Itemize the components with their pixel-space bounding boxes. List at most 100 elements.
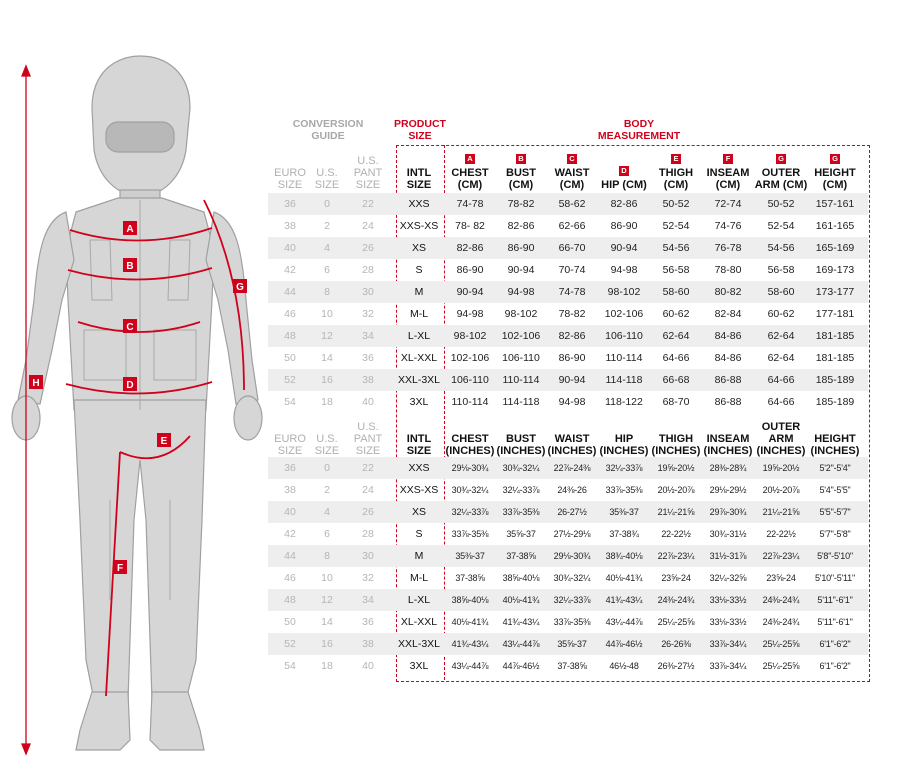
measurement-cell: 177-181 <box>815 308 855 320</box>
measurement-cell: 40⅛-41¾ <box>451 617 489 627</box>
measurement-cell: 23⅝-24 <box>766 573 796 583</box>
measurement-cell: 82-84 <box>714 308 742 320</box>
measurement-cell: 5'2"-5'4" <box>819 463 851 473</box>
measurement-cell: 78-82 <box>507 198 535 210</box>
conversion-cell: 22 <box>362 198 374 210</box>
intl-size-cell: S <box>415 528 423 540</box>
thigh-line <box>119 435 191 460</box>
measurement-cell: 98-102 <box>453 330 487 342</box>
measurement-cell: 80-82 <box>714 286 742 298</box>
conversion-cell: 36 <box>284 198 296 210</box>
measurement-cell: 26⅜-27½ <box>657 661 695 671</box>
measurement-cell: 94-98 <box>558 396 586 408</box>
measure-header: CHEST (CM) <box>451 167 489 191</box>
measurement-cell: 90-94 <box>456 286 484 298</box>
measurement-cell: 106-110 <box>451 374 489 386</box>
measurement-cell: 24⅜-24¾ <box>657 595 695 605</box>
measurement-cell: 40⅛-41¾ <box>502 595 540 605</box>
left-boot <box>75 691 131 751</box>
measurement-cell: 38¾-40⅛ <box>605 551 643 561</box>
measure-header-cell: C WAIST (CM) <box>546 152 598 191</box>
measurement-cell: 6'1"-6'2" <box>819 661 851 671</box>
height-arrow <box>21 64 31 756</box>
measurement-cell: 31½-31⅞ <box>709 551 747 561</box>
table-row: 48 12 34 L-XL 98-102 102-106 82-86 106-110 62-64… <box>268 325 868 347</box>
measurement-cell: 62-64 <box>767 330 795 342</box>
conversion-cell: 30 <box>362 550 374 562</box>
conversion-cell: 52 <box>284 374 296 386</box>
measure-letter-badge: E <box>671 154 681 164</box>
measurement-cell: 38⅝-40⅛ <box>451 595 489 605</box>
measurement-cell: 19⅝-20½ <box>762 463 800 473</box>
measurement-cell: 78- 82 <box>455 220 485 232</box>
measurement-cell: 30¾-32¼ <box>553 573 591 583</box>
conversion-cell: 8 <box>324 286 330 298</box>
table-row: 42 6 28 S 86-90 90-94 70-74 94-98 56-58 78-80 56-5… <box>268 259 868 281</box>
conversion-cell: 54 <box>284 660 296 672</box>
measurement-cell: 19⅝-20½ <box>657 463 695 473</box>
measurement-cell: 43¼-44⅞ <box>605 617 643 627</box>
conversion-cell: 38 <box>284 484 296 496</box>
table-row: 36 0 22 XXS 74-78 78-82 58-62 82-86 50-52 72-74 50… <box>268 193 868 215</box>
conversion-cell: 48 <box>284 330 296 342</box>
conversion-cell: 8 <box>324 550 330 562</box>
measure-header: WAIST (CM) <box>554 167 590 191</box>
measure-header: OUTER ARM (INCHES) <box>756 421 806 457</box>
conversion-cell: 52 <box>284 638 296 650</box>
measurement-cell: 64-66 <box>662 352 690 364</box>
right-boot <box>149 691 205 751</box>
measurement-cell: 118-122 <box>605 396 643 408</box>
conversion-cell: 10 <box>321 572 333 584</box>
conversion-cell: 6 <box>324 528 330 540</box>
conversion-cell: 44 <box>284 286 296 298</box>
conversion-cell: 2 <box>324 484 330 496</box>
measurement-cell: 86-90 <box>456 264 484 276</box>
measure-header-cell: E THIGH (CM) <box>650 152 702 191</box>
measure-header: THIGH (INCHES) <box>651 433 701 457</box>
intl-size-cell: XXS <box>408 462 430 474</box>
measurement-cell: 37-38⅝ <box>506 551 536 561</box>
fig-label-e: E <box>161 436 168 447</box>
conversion-header: U.S. PANT SIZE <box>353 421 383 457</box>
measure-header: INSEAM (CM) <box>706 167 750 191</box>
measurement-cell: 62-64 <box>662 330 690 342</box>
measurement-cell: 66-70 <box>558 242 586 254</box>
measure-letter-badge: B <box>516 154 526 164</box>
measurement-cell: 30¾-32¼ <box>502 463 540 473</box>
measurement-cell: 165-169 <box>815 242 855 254</box>
conversion-header: EURO SIZE <box>274 167 306 191</box>
measure-header: INSEAM (INCHES) <box>703 433 753 457</box>
measurement-cell: 58-60 <box>767 286 795 298</box>
table-row: 40 4 26 XS 82-86 86-90 66-70 90-94 54-56 76-78 54-… <box>268 237 868 259</box>
measurement-cell: 90-94 <box>558 374 586 386</box>
intl-size-header: INTL SIZE <box>406 433 432 457</box>
conversion-cell: 4 <box>324 506 330 518</box>
measure-header: HIP (INCHES) <box>599 433 649 457</box>
measurement-cell: 37-38⅝ <box>455 573 485 583</box>
measurement-cell: 32¼-32⅝ <box>709 573 747 583</box>
measurement-cell: 5'4"-5'5" <box>819 485 851 495</box>
measurement-cell: 25¼-25⅝ <box>762 661 800 671</box>
measurement-cell: 21¼-21⅝ <box>762 507 800 517</box>
conversion-cell: 18 <box>321 396 333 408</box>
conversion-cell: 36 <box>362 616 374 628</box>
measurement-cell: 106-110 <box>502 352 540 364</box>
conversion-cell: 30 <box>362 286 374 298</box>
table-row: 54 18 40 3XL 110-114 114-118 94-98 118-122 68-70… <box>268 391 868 413</box>
measurement-cell: 22⅞-24⅜ <box>553 463 591 473</box>
conversion-cell: 54 <box>284 396 296 408</box>
measurement-cell: 44⅞-46½ <box>605 639 643 649</box>
measurement-cell: 56-58 <box>662 264 690 276</box>
measurement-cell: 33⅞-34¼ <box>709 639 747 649</box>
table-row: 46 10 32 M-L 94-98 98-102 78-82 102-106 60-62 82-… <box>268 303 868 325</box>
measurement-cell: 33⅞-34¼ <box>709 661 747 671</box>
conversion-guide-heading: CONVERSION GUIDE <box>292 118 364 142</box>
intl-size-cell: S <box>415 264 423 276</box>
measurement-cell: 25¼-25⅝ <box>762 639 800 649</box>
measurement-cell: 35⅜-37 <box>609 507 639 517</box>
left-arm <box>17 211 75 405</box>
pants <box>73 399 207 701</box>
intl-size-cell: XS <box>411 506 426 518</box>
measurement-cell: 110-114 <box>605 352 643 364</box>
table-row: 48 12 34 L-XL 38⅝-40⅛ 40⅛-41¾ 32¼-33⅞ 41¾-43¼ 24… <box>268 589 868 611</box>
